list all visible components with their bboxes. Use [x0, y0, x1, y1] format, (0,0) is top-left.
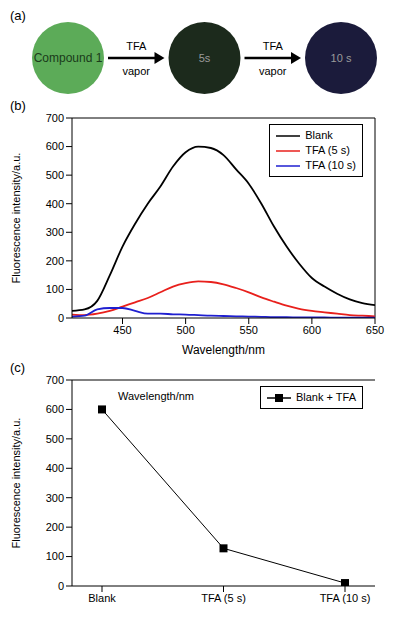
svg-text:200: 200: [46, 521, 64, 533]
svg-text:450: 450: [113, 324, 131, 336]
svg-text:TFA (5 s): TFA (5 s): [201, 592, 246, 604]
svg-text:500: 500: [46, 169, 64, 181]
svg-text:vapor: vapor: [259, 65, 287, 77]
svg-text:Compound 1: Compound 1: [34, 51, 103, 65]
html-text:Blank: Blank: [305, 129, 333, 141]
svg-text:TFA (10 s): TFA (10 s): [320, 592, 371, 604]
html-text:(c): (c): [10, 360, 26, 375]
svg-text:Fluorescence intensity/a.u.: Fluorescence intensity/a.u.: [10, 418, 22, 549]
svg-text:(a): (a): [10, 8, 26, 23]
svg-text:600: 600: [303, 324, 321, 336]
svg-text:400: 400: [46, 198, 64, 210]
html-text:Blank + TFA: Blank + TFA: [296, 391, 356, 403]
svg-text:10 s: 10 s: [331, 52, 352, 64]
svg-text:650: 650: [366, 324, 384, 336]
html-text:TFA (10 s): TFA (10 s): [305, 159, 356, 171]
html-text:TFA (5 s): TFA (5 s): [305, 144, 350, 156]
svg-text:5s: 5s: [199, 52, 211, 64]
svg-text:300: 300: [46, 492, 64, 504]
svg-text:TFA: TFA: [126, 40, 147, 52]
svg-text:700: 700: [46, 112, 64, 124]
svg-text:Blank: Blank: [88, 592, 116, 604]
html-text:(b): (b): [10, 98, 26, 113]
svg-text:600: 600: [46, 403, 64, 415]
svg-text:100: 100: [46, 550, 64, 562]
svg-text:0: 0: [58, 580, 64, 592]
svg-text:300: 300: [46, 226, 64, 238]
svg-text:550: 550: [240, 324, 258, 336]
svg-text:Wavelength/nm: Wavelength/nm: [182, 343, 265, 357]
svg-text:700: 700: [46, 374, 64, 386]
svg-text:TFA: TFA: [263, 40, 284, 52]
svg-text:600: 600: [46, 140, 64, 152]
html-text:Wavelength/nm: Wavelength/nm: [118, 390, 194, 402]
svg-text:200: 200: [46, 255, 64, 267]
svg-text:vapor: vapor: [122, 65, 150, 77]
svg-text:100: 100: [46, 283, 64, 295]
svg-text:500: 500: [176, 324, 194, 336]
svg-text:0: 0: [58, 312, 64, 324]
svg-text:500: 500: [46, 433, 64, 445]
svg-text:400: 400: [46, 462, 64, 474]
svg-text:Fluorescence intensity/a.u.: Fluorescence intensity/a.u.: [10, 153, 22, 284]
